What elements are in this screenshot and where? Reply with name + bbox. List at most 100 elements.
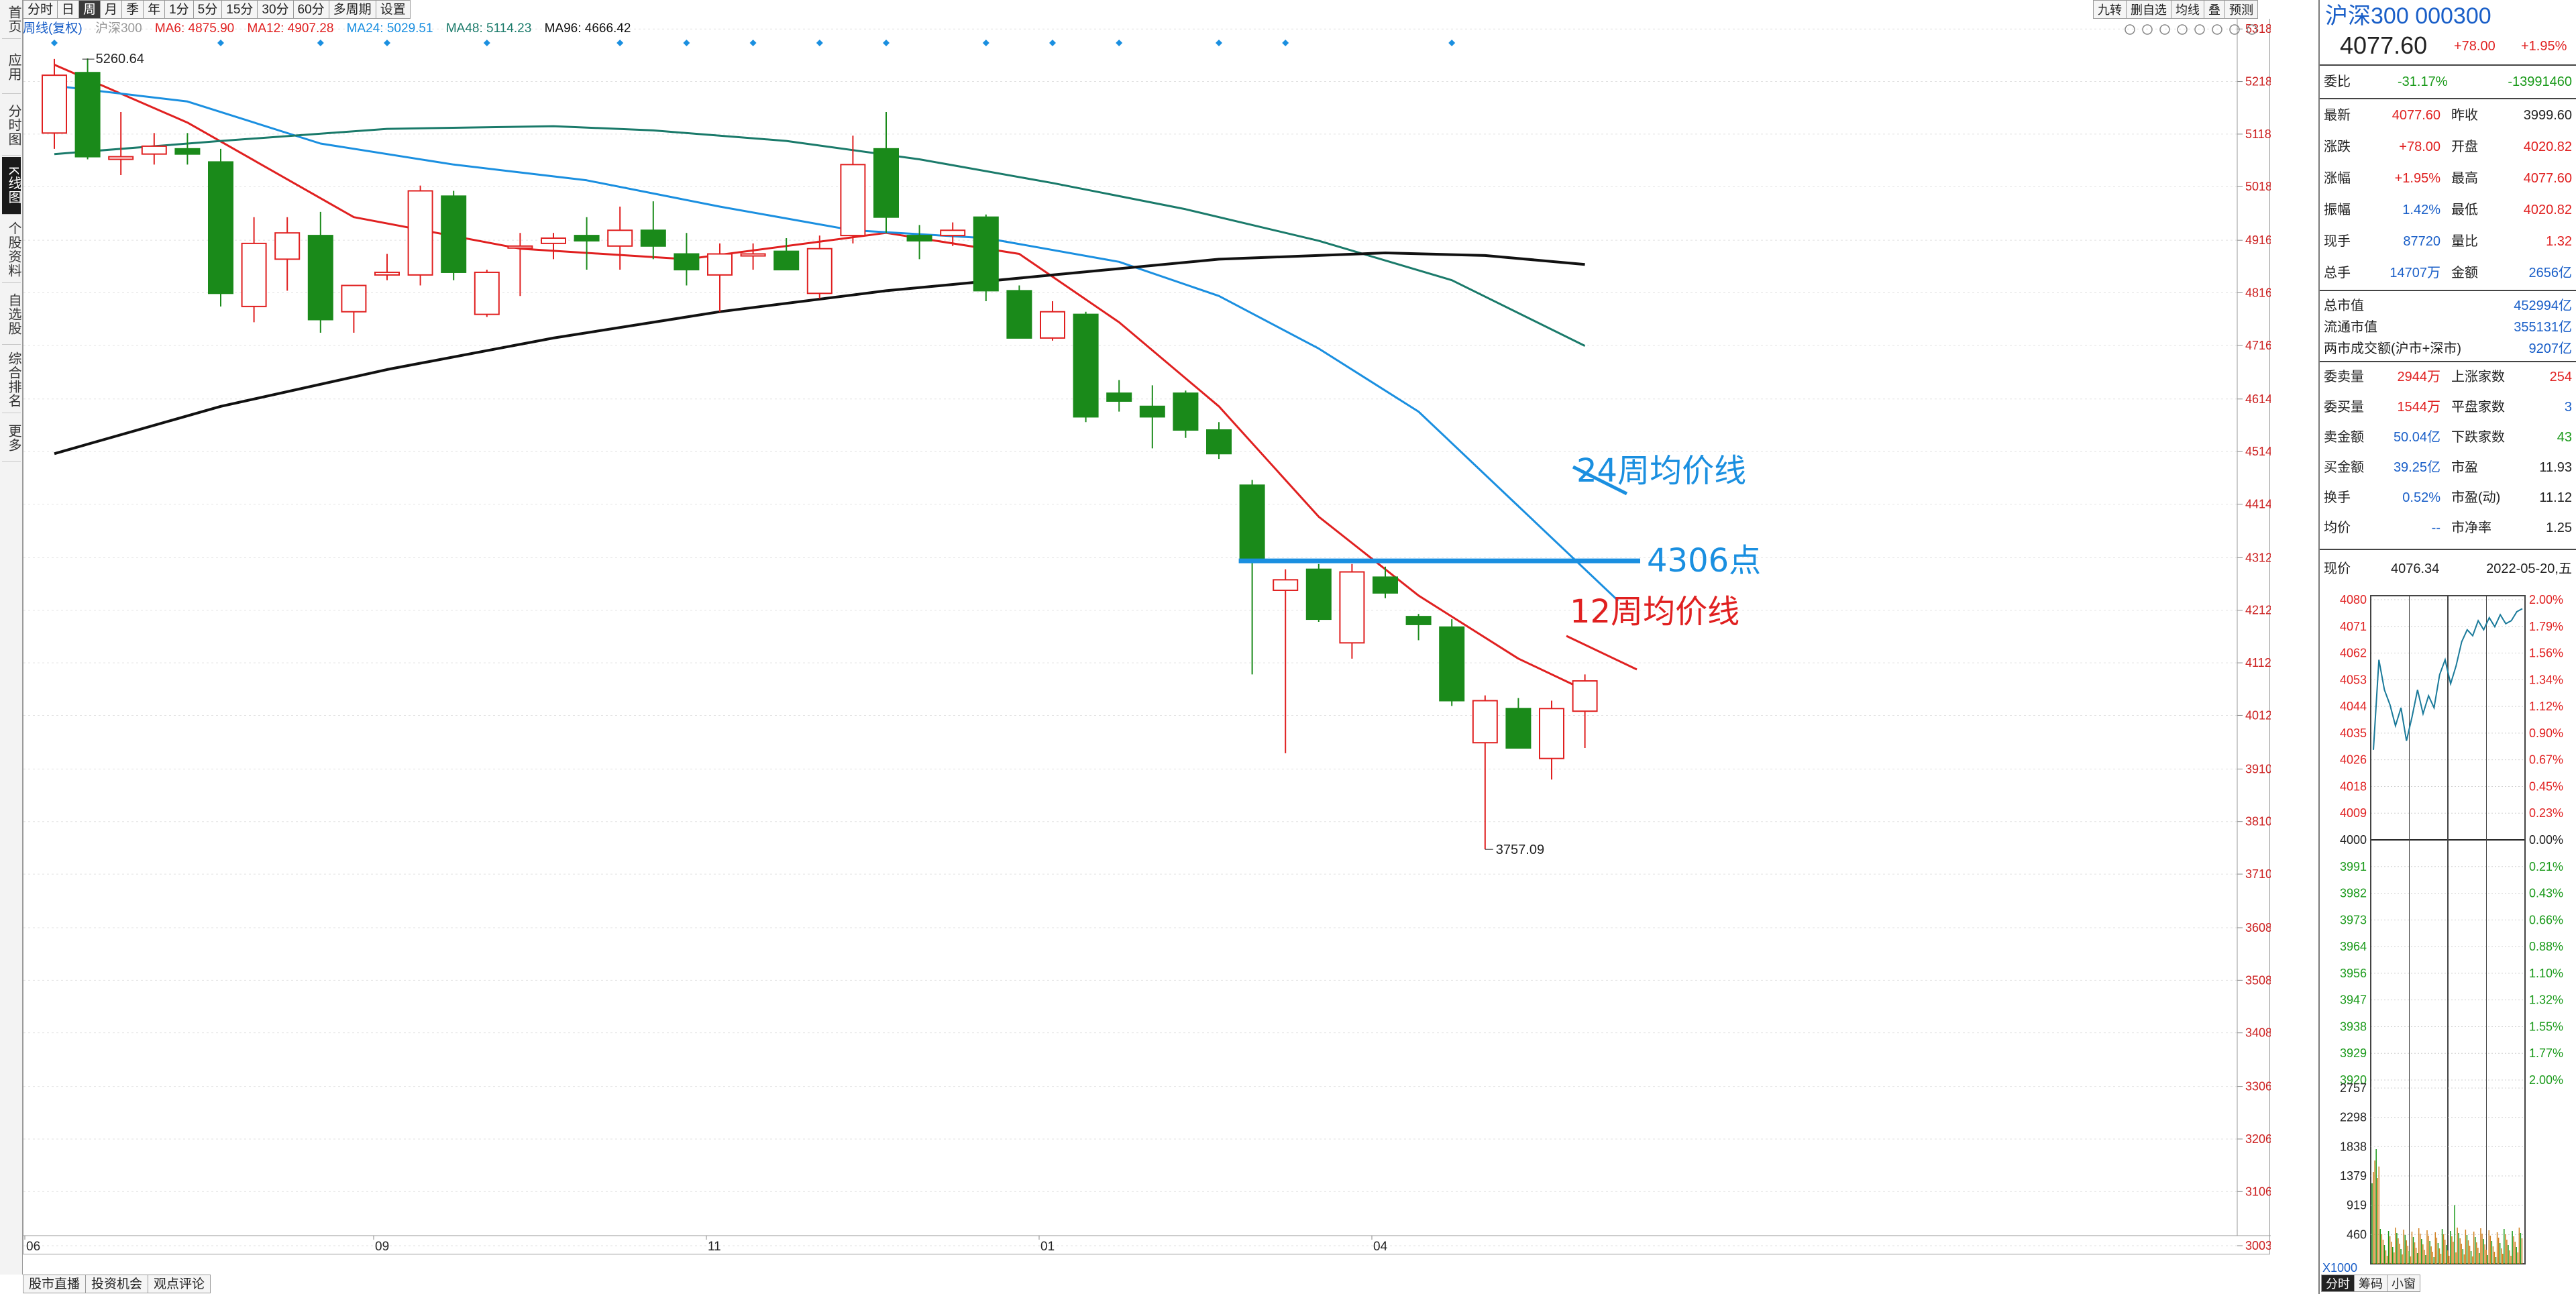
period-15min[interactable]: 15分 xyxy=(221,0,258,19)
signal-marker xyxy=(1049,40,1056,46)
chart-tool-icon xyxy=(2125,24,2135,35)
candle-body xyxy=(507,245,533,249)
period-week[interactable]: 周 xyxy=(78,0,101,19)
candle xyxy=(541,233,566,260)
period-multi[interactable]: 多周期 xyxy=(328,0,376,19)
x-tick-label: 06 xyxy=(26,1240,40,1254)
y-tick-label: 4112 xyxy=(2245,656,2271,669)
x-tick-label: 04 xyxy=(1373,1240,1388,1254)
signal-marker xyxy=(749,40,757,46)
y-tick-label: 3408 xyxy=(2245,1026,2271,1040)
mini-y-label: 4035 xyxy=(2340,726,2367,740)
breadth-row: 买金额 39.25亿 市盈 11.93 xyxy=(2324,453,2572,482)
period-month[interactable]: 月 xyxy=(100,0,123,19)
toolbar-ranking[interactable]: 综合排名 xyxy=(2,346,21,413)
index-code: 000300 xyxy=(2415,3,2491,29)
breadth-value: 39.25亿 xyxy=(2393,460,2440,475)
breadth-label: 委买量 xyxy=(2324,400,2364,415)
y-tick-label: 4414 xyxy=(2245,497,2271,510)
level-note: 4306点 xyxy=(1647,542,1761,580)
period-year[interactable]: 年 xyxy=(143,0,166,19)
toolbar-more[interactable]: 更多 xyxy=(2,415,21,462)
y-tick-label: 4012 xyxy=(2245,708,2271,722)
candle-body xyxy=(740,253,766,257)
breadth-row: 换手 0.52% 市盈(动) 11.12 xyxy=(2324,483,2572,513)
tool-forecast[interactable]: 预测 xyxy=(2224,0,2258,19)
mini-y-label: 4080 xyxy=(2340,593,2367,606)
change-value: +78.00 xyxy=(2454,39,2496,54)
period-60min[interactable]: 60分 xyxy=(292,0,329,19)
candle-body xyxy=(1339,571,1365,644)
low-label: 3757.09 xyxy=(1496,843,1544,857)
mini-tab-chips[interactable]: 筹码 xyxy=(2354,1275,2387,1292)
index-name: 沪深300 xyxy=(2325,3,2409,29)
toolbar-watchlist[interactable]: 自选股 xyxy=(2,284,21,345)
ma-line-ma24 xyxy=(54,85,1619,602)
candle xyxy=(1305,563,1332,622)
tab-opportunities[interactable]: 投资机会 xyxy=(85,1275,149,1293)
breadth-row: 委买量 1544万 平盘家数 3 xyxy=(2324,392,2572,422)
signal-marker xyxy=(1116,40,1123,46)
mini-pct-label: 0.21% xyxy=(2529,860,2563,873)
period-day[interactable]: 日 xyxy=(57,0,80,19)
signal-marker xyxy=(217,40,224,46)
candle-body xyxy=(108,156,134,160)
mini-pct-label: 0.67% xyxy=(2529,753,2563,767)
tool-remove-watch[interactable]: 删自选 xyxy=(2126,0,2171,19)
mini-tabs: 分时 筹码 小窗 xyxy=(2321,1275,2420,1292)
candle-body xyxy=(1439,626,1465,702)
toolbar-stock-info[interactable]: 个股资料 xyxy=(2,216,21,283)
candle xyxy=(307,211,333,333)
candle xyxy=(1405,614,1432,641)
y-tick-label: 3810 xyxy=(2245,815,2271,828)
period-quarter[interactable]: 季 xyxy=(121,0,144,19)
tool-jiuzhuan[interactable]: 九转 xyxy=(2093,0,2127,19)
wei-cha-value: -13991460 xyxy=(2508,74,2572,89)
toolbar-timeshare[interactable]: 分时图 xyxy=(2,95,21,156)
toolbar-kline[interactable]: K线图 xyxy=(2,157,21,215)
candle-body xyxy=(1472,700,1498,744)
market-label: 两市成交额(沪市+深市) xyxy=(2324,341,2461,356)
candle xyxy=(1073,311,1099,423)
period-settings[interactable]: 设置 xyxy=(375,0,411,19)
tool-overlay[interactable]: 叠 xyxy=(2204,0,2225,19)
tab-live[interactable]: 股市直播 xyxy=(23,1275,87,1293)
stat-label: 昨收 xyxy=(2451,108,2478,123)
quote-panel: 沪深300 000300 4077.60 +78.00 +1.95% 委比 -3… xyxy=(2318,0,2576,1294)
candle xyxy=(241,217,267,323)
period-timeshare[interactable]: 分时 xyxy=(23,0,58,19)
mini-tab-timeshare[interactable]: 分时 xyxy=(2321,1275,2355,1292)
toolbar-home[interactable]: 首页 xyxy=(2,0,21,39)
candle xyxy=(574,217,600,270)
candle xyxy=(1239,480,1265,675)
market-row: 两市成交额(沪市+深市) 9207亿 xyxy=(2324,334,2572,364)
period-1min[interactable]: 1分 xyxy=(164,0,194,19)
stat-label: 涨幅 xyxy=(2324,171,2351,186)
kline-chart[interactable]: 3003 3106 3206 3306 3408 3508 3608 371038103910… xyxy=(23,19,2271,1254)
breadth-label: 下跌家数 xyxy=(2451,430,2505,445)
signal-marker xyxy=(384,40,390,46)
intraday-chart[interactable]: 4080 4071 4062 4053 4044 4035 4026 4018 4009 2.00… xyxy=(2320,590,2575,1272)
stat-value: 87720 xyxy=(2403,234,2440,249)
mini-vol-label: 2757 xyxy=(2340,1081,2367,1095)
stat-value: 1.42% xyxy=(2402,203,2440,217)
candle-body xyxy=(1173,392,1199,431)
candle xyxy=(1206,422,1232,460)
tool-ma[interactable]: 均线 xyxy=(2171,0,2204,19)
candle xyxy=(407,185,433,286)
legend-ma48: MA48: 5114.23 xyxy=(445,21,532,36)
candle xyxy=(374,254,400,280)
candle xyxy=(1139,385,1165,449)
period-5min[interactable]: 5分 xyxy=(193,0,223,19)
toolbar-apps[interactable]: 应用 xyxy=(2,40,21,94)
mini-vol-label: 1379 xyxy=(2340,1169,2367,1183)
stat-value: 4077.60 xyxy=(2523,171,2572,186)
candle xyxy=(1173,390,1199,438)
candle xyxy=(441,191,467,280)
period-30min[interactable]: 30分 xyxy=(257,0,294,19)
mini-tab-window[interactable]: 小窗 xyxy=(2387,1275,2420,1292)
y-tick-label: 3710 xyxy=(2245,867,2271,881)
tab-comments[interactable]: 观点评论 xyxy=(148,1275,211,1293)
breadth-label: 上涨家数 xyxy=(2451,370,2505,384)
